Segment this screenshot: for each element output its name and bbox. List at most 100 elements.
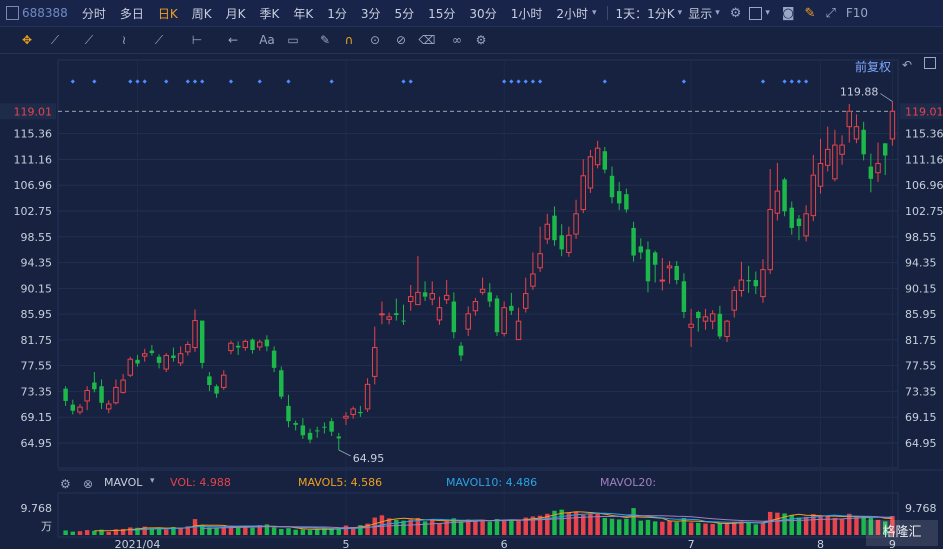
period-tab[interactable]: 1分	[327, 6, 347, 21]
period-tab[interactable]: 年K	[293, 6, 314, 21]
chevron-down-icon[interactable]: ▾	[150, 476, 155, 486]
pen-tool-icon[interactable]: ✎	[319, 33, 331, 47]
volume-bar	[624, 518, 629, 535]
hide-icon[interactable]: ⊘	[395, 33, 407, 47]
volume-bar	[732, 521, 737, 535]
trend-line-icon[interactable]: ⟋	[50, 33, 60, 47]
mavol-indicator-name[interactable]: MAVOL	[104, 476, 143, 489]
f10-button[interactable]: F10	[845, 6, 869, 20]
period-tab[interactable]: 周K	[191, 6, 212, 21]
interval-select[interactable]: 1天：1分K	[615, 6, 675, 21]
period-tab[interactable]: 分时	[81, 6, 106, 21]
event-marker	[257, 79, 262, 84]
drawing-toolbar: ✥ ⟋ ⟋ ≀ ⟋ ⊢ ← Aa ▭ ✎ ∩ ⊙ ⊘ ⌫ ∞ ⚙	[0, 27, 943, 54]
event-marker	[286, 79, 291, 84]
candle-body-up	[407, 296, 414, 303]
volume-bar	[77, 531, 83, 535]
price-tick-label-left: 90.15	[21, 282, 53, 295]
volume-bar	[149, 528, 155, 535]
comment-tool-icon[interactable]: ▭	[287, 33, 299, 47]
link-icon[interactable]: ∞	[452, 33, 462, 47]
volume-bar	[703, 523, 708, 535]
lock-icon[interactable]: ⊙	[369, 33, 381, 47]
candle-body-up	[379, 313, 385, 316]
volume-bar	[408, 519, 413, 535]
price-tick-label-right: 94.35	[905, 257, 937, 270]
chevron-down-icon[interactable]: ▾	[591, 8, 597, 18]
sidebar-toggle-icon[interactable]	[6, 6, 19, 20]
event-marker	[760, 79, 766, 84]
measure-tool-icon[interactable]: ⊢	[191, 33, 203, 47]
undo-icon[interactable]: ↶	[902, 58, 913, 72]
candle-body-up	[889, 110, 896, 140]
settings-gear-icon[interactable]: ⚙	[475, 33, 487, 47]
price-tick-label-left: 98.55	[21, 231, 53, 244]
period-tab[interactable]: 3分	[360, 6, 381, 21]
arrow-tool-icon[interactable]: ←	[227, 33, 239, 47]
settings-gear-icon[interactable]: ⚙	[60, 477, 71, 491]
period-tab[interactable]: 30分	[469, 6, 497, 21]
period-tab[interactable]: 2小时	[556, 6, 588, 21]
candle-body-up	[724, 320, 730, 338]
candle-body-down	[171, 355, 176, 358]
chevron-down-icon[interactable]: ▾	[715, 8, 720, 18]
event-marker	[602, 79, 607, 84]
candle-body-down	[631, 227, 636, 256]
volume-bar	[315, 528, 320, 535]
wave-tool-icon[interactable]: ≀	[121, 33, 127, 47]
volume-bar	[667, 520, 672, 535]
volume-bar	[286, 528, 291, 535]
pencil-icon[interactable]: ✎	[804, 5, 816, 21]
fullscreen-icon[interactable]: ⤢	[825, 5, 836, 21]
period-tab[interactable]: 5分	[394, 6, 415, 21]
trash-icon[interactable]: ⌫	[418, 33, 436, 47]
event-marker	[70, 79, 75, 84]
chevron-down-icon[interactable]: ▾	[677, 8, 683, 18]
volume-bar	[243, 526, 248, 535]
candle-body-up	[84, 390, 90, 402]
volume-bar	[523, 517, 528, 535]
text-tool-icon[interactable]: Aa	[259, 33, 275, 47]
magnet-icon[interactable]: ∩	[344, 33, 354, 47]
window-icon[interactable]	[924, 57, 936, 69]
period-tab[interactable]: 15分	[428, 6, 456, 21]
candle-body-up	[350, 408, 356, 415]
volume-bar	[300, 529, 306, 535]
symbol-label[interactable]: 688388	[22, 6, 68, 20]
camera-icon[interactable]: ◙	[781, 5, 795, 21]
volume-bar	[811, 514, 816, 535]
volume-bar	[753, 524, 759, 535]
pattern-tool-icon[interactable]: ⟋	[154, 33, 164, 47]
period-tab[interactable]: 1小时	[510, 6, 543, 21]
volume-bar	[106, 531, 111, 535]
event-marker	[408, 79, 413, 84]
volume-bar	[257, 525, 262, 535]
period-tab[interactable]: 月K	[225, 6, 246, 21]
volume-bar	[537, 515, 543, 535]
volume-bar	[832, 517, 838, 535]
period-tab[interactable]: 多日	[119, 6, 144, 21]
settings-gear-icon[interactable]: ⚙	[729, 5, 742, 21]
event-marker	[401, 79, 406, 84]
volume-bar	[473, 520, 478, 535]
period-tab-active[interactable]: 日K	[157, 6, 178, 21]
price-tick-label-right: 69.15	[905, 411, 937, 424]
price-tick-label-left: 73.35	[21, 385, 53, 398]
volume-bar	[336, 527, 342, 535]
volume-bar	[350, 527, 356, 535]
event-marker	[164, 79, 169, 84]
volume-bar	[616, 519, 622, 535]
checkbox-icon[interactable]	[749, 6, 763, 20]
candle-body-up	[386, 316, 392, 320]
price-tick-label-right: 81.75	[905, 334, 937, 347]
display-menu[interactable]: 显示	[688, 6, 713, 21]
close-icon[interactable]: ⊗	[83, 477, 94, 491]
candle-body-down	[63, 388, 68, 401]
chevron-down-icon[interactable]: ▾	[765, 8, 770, 18]
adjust-mode-button[interactable]: 前复权	[855, 60, 892, 74]
crosshair-icon[interactable]: ✥	[21, 33, 33, 47]
period-tab[interactable]: 季K	[259, 6, 280, 21]
ray-tool-icon[interactable]: ⟋	[84, 33, 94, 47]
candle-body-down	[293, 423, 298, 425]
